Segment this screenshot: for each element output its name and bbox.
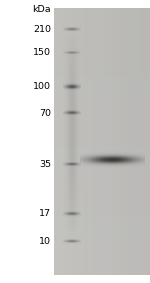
Bar [54, 8, 150, 275]
Text: 35: 35 [39, 160, 51, 169]
Text: 17: 17 [39, 209, 51, 218]
Text: 150: 150 [33, 48, 51, 57]
Text: 100: 100 [33, 82, 51, 91]
Text: 10: 10 [39, 237, 51, 246]
Text: kDa: kDa [32, 5, 51, 14]
Text: 210: 210 [33, 25, 51, 34]
Text: 70: 70 [39, 109, 51, 118]
